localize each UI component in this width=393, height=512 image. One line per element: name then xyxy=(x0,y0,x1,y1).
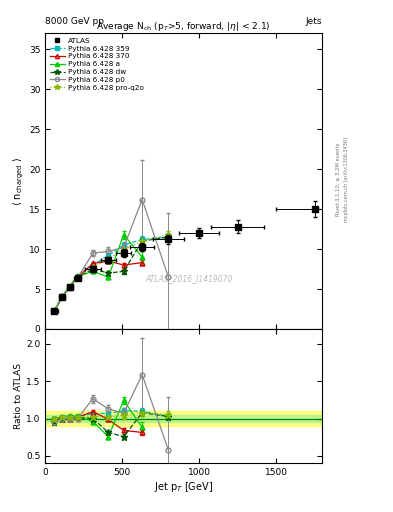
Text: ATLAS_2016_I1419070: ATLAS_2016_I1419070 xyxy=(145,274,233,283)
Text: Jets: Jets xyxy=(306,16,322,26)
Title: Average N$_{\rm ch}$ (p$_T$>5, forward, |$\eta$| < 2.1): Average N$_{\rm ch}$ (p$_T$>5, forward, … xyxy=(96,20,271,33)
Y-axis label: Ratio to ATLAS: Ratio to ATLAS xyxy=(14,363,23,429)
Legend: ATLAS, Pythia 6.428 359, Pythia 6.428 370, Pythia 6.428 a, Pythia 6.428 dw, Pyth: ATLAS, Pythia 6.428 359, Pythia 6.428 37… xyxy=(48,36,146,92)
Text: Rivet 3.1.10, ≥ 3.2M events: Rivet 3.1.10, ≥ 3.2M events xyxy=(336,142,341,216)
Bar xyxy=(45,411,322,426)
Y-axis label: $\langle$ n$_{\rm charged}$ $\rangle$: $\langle$ n$_{\rm charged}$ $\rangle$ xyxy=(12,156,26,206)
X-axis label: Jet p$_T$ [GeV]: Jet p$_T$ [GeV] xyxy=(154,480,213,494)
Text: 8000 GeV pp: 8000 GeV pp xyxy=(45,16,104,26)
Bar xyxy=(45,415,322,422)
Text: mcplots.cern.ch [arXiv:1306.3436]: mcplots.cern.ch [arXiv:1306.3436] xyxy=(344,137,349,222)
